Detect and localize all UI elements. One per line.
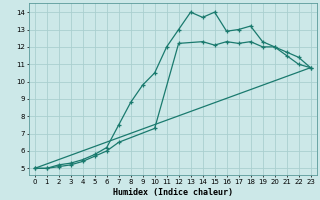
X-axis label: Humidex (Indice chaleur): Humidex (Indice chaleur)	[113, 188, 233, 197]
